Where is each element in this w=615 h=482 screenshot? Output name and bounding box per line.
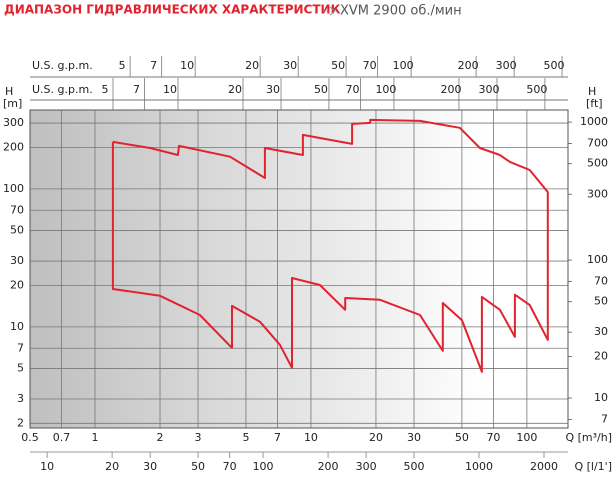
y-tick-label: 20 [10, 278, 24, 291]
x4-tick-label: 10 [40, 460, 54, 473]
x4-tick-label: 50 [191, 460, 205, 473]
x-tick-label: 2 [157, 431, 164, 444]
x-tick-label: 30 [407, 431, 421, 444]
x4-tick-label: 30 [143, 460, 157, 473]
x3-label: U.S. g.p.m. [32, 83, 93, 96]
x3-tick-label: 50 [314, 83, 328, 96]
x-tick-label: 0.5 [21, 431, 39, 444]
plot-area [30, 110, 568, 428]
y2-tick-label: 20 [594, 350, 608, 363]
y2-tick-label: 10 [594, 391, 608, 404]
x-tick-label: 3 [195, 431, 202, 444]
x4-tick-label: 70 [223, 460, 237, 473]
y-tick-label: 2 [17, 416, 24, 429]
x2-label: U.S. g.p.m. [32, 59, 93, 72]
x2-tick-label: 5 [119, 59, 126, 72]
x-tick-label: 7 [274, 431, 281, 444]
chart-subtitle: XVM 2900 об./мин [340, 4, 462, 19]
x-tick-label: 10 [304, 431, 318, 444]
x2-tick-label: 7 [150, 59, 157, 72]
x3-tick-label: 10 [163, 83, 177, 96]
y-tick-label: 5 [17, 361, 24, 374]
x-tick-label: 0.7 [53, 431, 71, 444]
x3-tick-label: 300 [478, 83, 499, 96]
x-tick-label: 5 [242, 431, 249, 444]
x2-tick-label: 200 [458, 59, 479, 72]
x4-tick-label: 20 [105, 460, 119, 473]
y2-tick-label: 100 [587, 253, 608, 266]
x4-tick-label: 200 [318, 460, 339, 473]
x2-tick-label: 20 [245, 59, 259, 72]
y-tick-label: 200 [3, 140, 24, 153]
y2-tick-label: 7 [601, 412, 608, 425]
x4-tick-label: 100 [253, 460, 274, 473]
x3-tick-label: 200 [440, 83, 461, 96]
x3-tick-label: 500 [526, 83, 547, 96]
y2-tick-label: 300 [587, 187, 608, 200]
x-tick-label: 100 [516, 431, 537, 444]
y2-tick-label: 700 [587, 136, 608, 149]
x4-tick-label: 500 [404, 460, 425, 473]
x2-tick-label: 300 [496, 59, 517, 72]
x-tick-label: 50 [455, 431, 469, 444]
y-unit: [m] [3, 97, 22, 110]
x3-tick-label: 20 [228, 83, 242, 96]
x3-tick-label: 7 [133, 83, 140, 96]
y2-tick-label: 70 [594, 274, 608, 287]
y2-tick-label: 1000 [580, 115, 608, 128]
y2-tick-label: 500 [587, 157, 608, 170]
y2-label: H [588, 85, 596, 98]
x4-label: Q [l/1'] [574, 460, 612, 473]
y-tick-label: 10 [10, 320, 24, 333]
x-label: Q [m³/h] [565, 431, 612, 444]
plot-border [29, 109, 569, 429]
x-tick-label: 70 [486, 431, 500, 444]
y-tick-label: 50 [10, 223, 24, 236]
y-tick-label: 300 [3, 116, 24, 129]
x4-tick-label: 1000 [465, 460, 493, 473]
y-tick-label: 3 [17, 392, 24, 405]
x2-tick-label: 30 [283, 59, 297, 72]
y-tick-label: 100 [3, 182, 24, 195]
range-outline [111, 118, 549, 373]
x4-tick-label: 300 [356, 460, 377, 473]
x4-tick-label: 2000 [530, 460, 558, 473]
y-tick-label: 30 [10, 254, 24, 267]
x3-tick-label: 5 [101, 83, 108, 96]
y-tick-label: 70 [10, 203, 24, 216]
x3-tick-label: 30 [266, 83, 280, 96]
arrow [323, 6, 336, 16]
y2-tick-label: 50 [594, 295, 608, 308]
x2-tick-label: 500 [544, 59, 565, 72]
y2-tick-label: 30 [594, 325, 608, 338]
y-label: H [5, 85, 13, 98]
x-tick-label: 20 [369, 431, 383, 444]
x2-tick-label: 50 [331, 59, 345, 72]
x3-tick-label: 100 [375, 83, 396, 96]
x3-tick-label: 70 [345, 83, 359, 96]
y-tick-label: 7 [17, 341, 24, 354]
x2-tick-label: 100 [393, 59, 414, 72]
x2-tick-label: 70 [363, 59, 377, 72]
y2-unit: [ft] [586, 97, 603, 110]
chart-title: ДИАПАЗОН ГИДРАВЛИЧЕСКИХ ХАРАКТЕРИСТИК [4, 3, 341, 17]
x-tick-label: 1 [92, 431, 99, 444]
x2-tick-label: 10 [180, 59, 194, 72]
